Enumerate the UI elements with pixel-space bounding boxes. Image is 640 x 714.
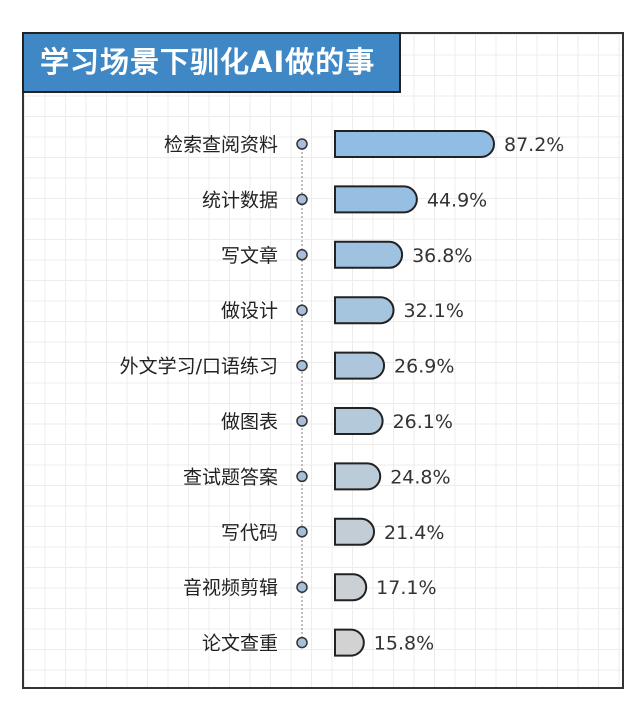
category-label: 检索查阅资料 bbox=[164, 134, 278, 156]
bar bbox=[334, 240, 404, 269]
category-label: 查试题答案 bbox=[183, 466, 278, 488]
chart-title: 学习场景下驯化AI做的事 bbox=[22, 32, 401, 93]
category-dot bbox=[296, 138, 308, 150]
bar bbox=[334, 351, 386, 380]
value-label: 87.2% bbox=[504, 134, 564, 156]
value-label: 32.1% bbox=[404, 300, 464, 322]
bar bbox=[334, 296, 395, 325]
bar bbox=[334, 185, 418, 214]
category-label: 做设计 bbox=[221, 300, 278, 322]
value-label: 44.9% bbox=[427, 189, 487, 211]
value-label: 15.8% bbox=[374, 633, 434, 655]
category-dot bbox=[296, 415, 308, 427]
value-label: 21.4% bbox=[384, 522, 444, 544]
value-label: 26.9% bbox=[394, 356, 454, 378]
category-label: 统计数据 bbox=[202, 189, 278, 211]
value-label: 17.1% bbox=[376, 577, 436, 599]
category-dot bbox=[296, 581, 308, 593]
category-label: 论文查重 bbox=[202, 633, 278, 655]
bar bbox=[334, 517, 376, 546]
bar bbox=[334, 130, 495, 158]
bar bbox=[334, 573, 368, 602]
category-label: 做图表 bbox=[221, 411, 278, 433]
bar bbox=[334, 628, 365, 657]
category-label: 写文章 bbox=[221, 245, 278, 267]
chart-frame bbox=[22, 32, 624, 689]
value-label: 24.8% bbox=[390, 466, 450, 488]
category-label: 写代码 bbox=[221, 522, 278, 544]
bar bbox=[334, 407, 384, 435]
value-label: 36.8% bbox=[412, 245, 472, 267]
bar bbox=[334, 462, 382, 491]
value-label: 26.1% bbox=[393, 411, 453, 433]
category-dot bbox=[296, 636, 308, 649]
category-dot bbox=[296, 304, 308, 316]
category-dot bbox=[296, 526, 308, 538]
category-dot bbox=[296, 470, 308, 483]
category-dot bbox=[296, 193, 308, 206]
category-label: 外文学习/口语练习 bbox=[120, 356, 278, 378]
category-dot bbox=[296, 249, 308, 261]
category-dot bbox=[296, 359, 308, 372]
category-label: 音视频剪辑 bbox=[183, 577, 278, 599]
